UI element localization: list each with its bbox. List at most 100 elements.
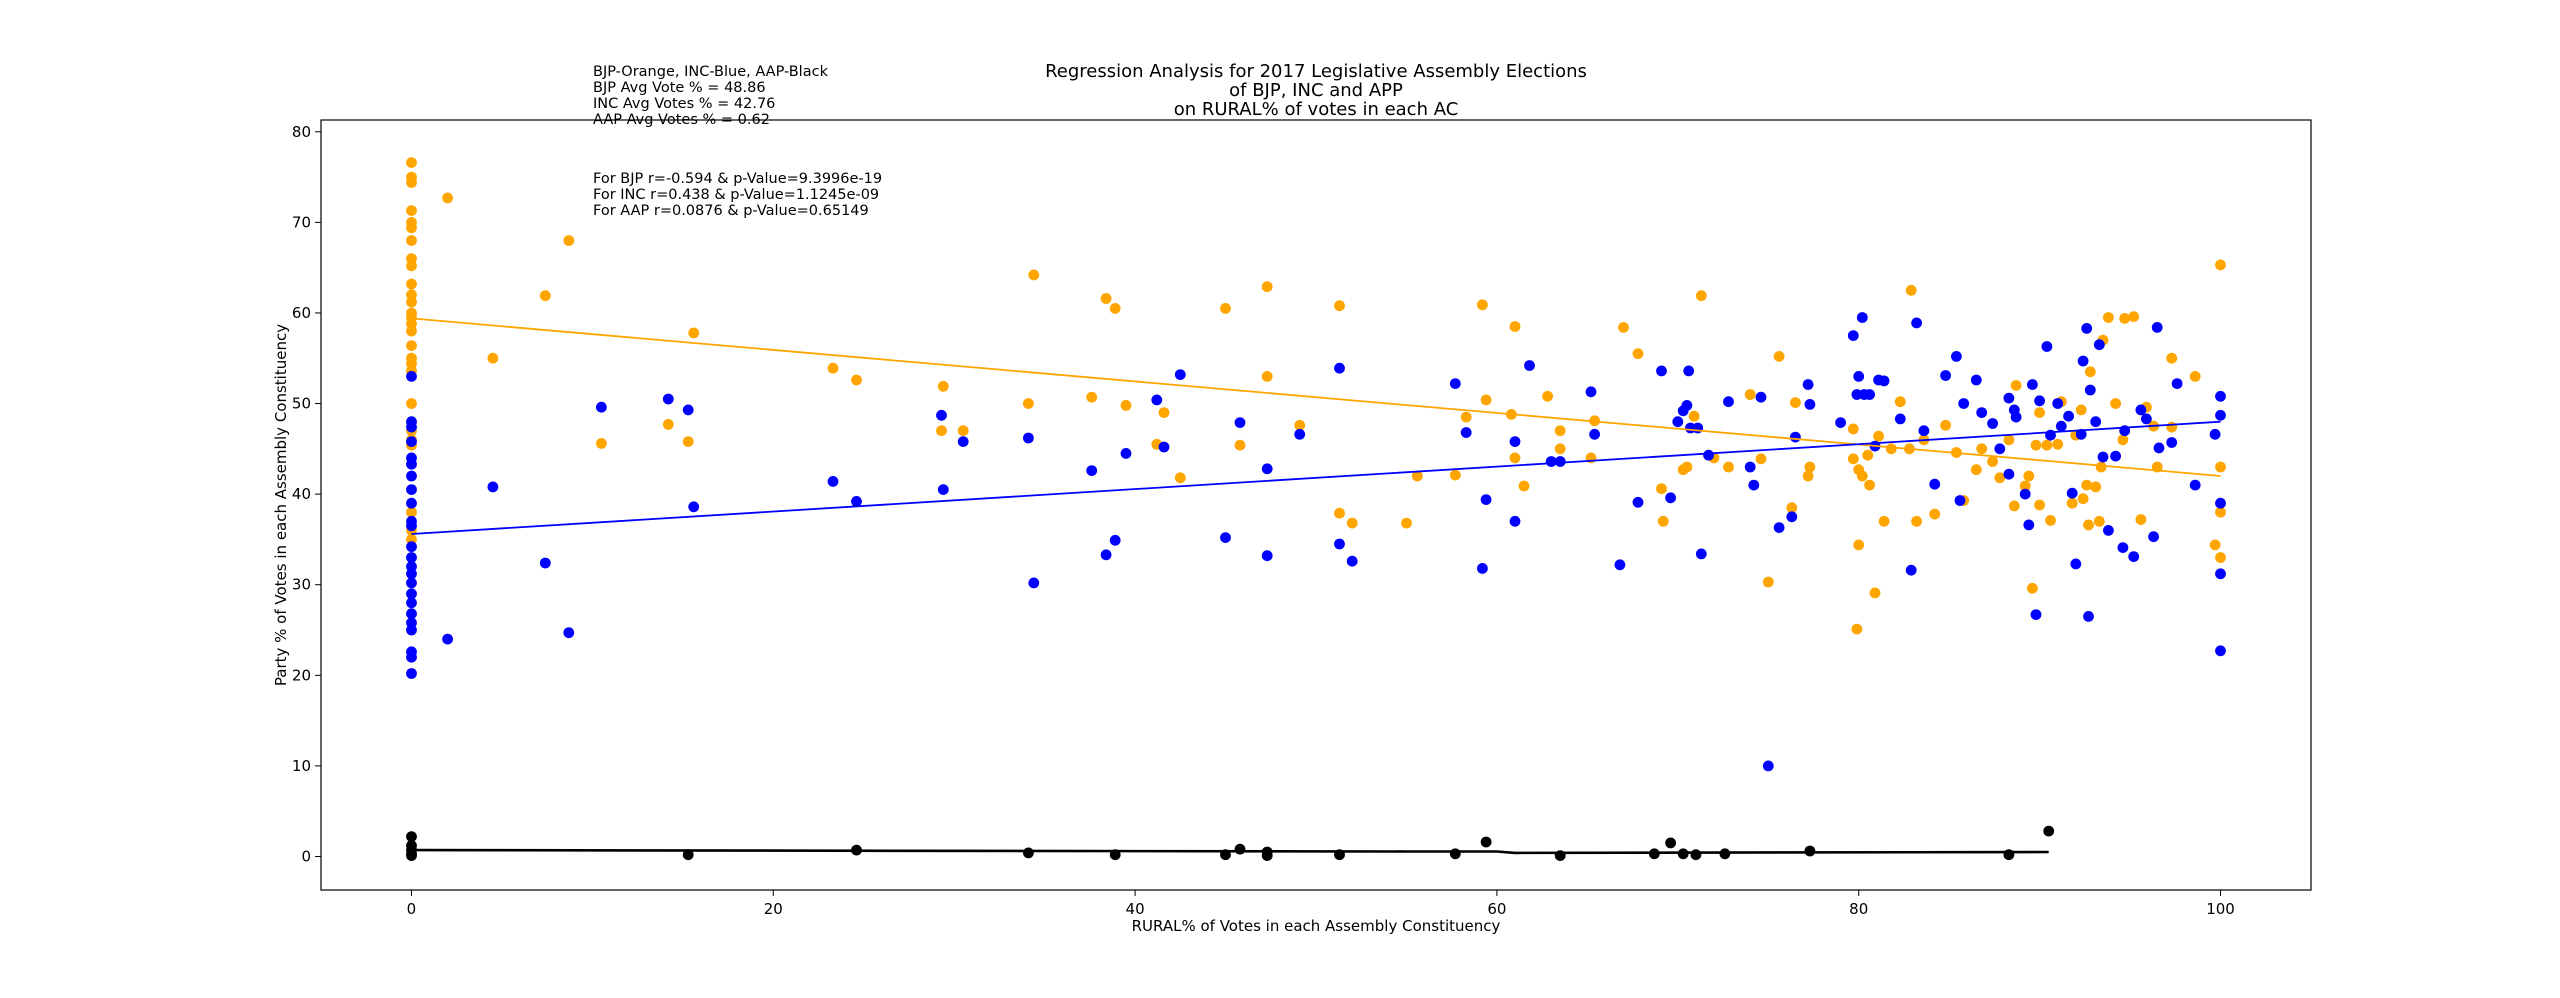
inc-point <box>1856 312 1868 323</box>
bjp-point <box>2030 439 2042 451</box>
bjp-point <box>1509 452 1521 464</box>
inc-point <box>2171 378 2183 389</box>
bjp-point <box>2095 461 2107 473</box>
inc-point <box>827 476 839 487</box>
inc-point <box>406 497 417 509</box>
bjp-point <box>442 192 453 204</box>
inc-point <box>2055 420 2067 432</box>
bjp-point <box>1864 479 1875 491</box>
inc-point <box>563 627 575 639</box>
inc-point <box>1509 515 1521 527</box>
inc-point <box>539 557 551 569</box>
bjp-point <box>406 296 417 308</box>
inc-point <box>1835 417 1846 428</box>
bjp-point <box>2077 493 2089 505</box>
inc-point <box>682 404 694 416</box>
inc-point <box>1951 351 1962 362</box>
y-tick-label: 40 <box>292 485 311 503</box>
bjp-point <box>2215 461 2226 473</box>
bjp-point <box>1695 290 1707 302</box>
bjp-point <box>1976 443 1988 455</box>
inc-point <box>1585 386 1597 398</box>
inc-point <box>2070 558 2082 570</box>
bjp-point <box>1688 410 1700 422</box>
inc-point <box>1723 396 1734 408</box>
bjp-point <box>2215 552 2226 563</box>
inc-point <box>406 624 417 636</box>
inc-point <box>406 597 417 609</box>
inc-point <box>2148 531 2160 543</box>
inc-point <box>2081 323 2093 334</box>
bjp-point <box>406 177 417 188</box>
bjp-point <box>1100 293 1112 304</box>
inc-point <box>406 470 417 482</box>
bjp-point <box>1804 461 1816 473</box>
inc-point <box>406 421 417 433</box>
bjp-point <box>1220 303 1231 314</box>
plot-frame <box>320 119 2312 891</box>
bjp-point <box>1411 470 1423 482</box>
inc-point <box>936 409 947 421</box>
x-tick-label: 20 <box>764 900 783 918</box>
bjp-point <box>1681 461 1693 473</box>
plot-area <box>406 157 2226 861</box>
inc-point <box>2209 428 2221 440</box>
bjp-point <box>1878 515 1890 527</box>
inc-point <box>1987 418 1998 429</box>
bjp-point <box>851 374 862 386</box>
bjp-point <box>2084 366 2096 378</box>
bjp-average-note: BJP Avg Vote % = 48.86 <box>593 80 766 96</box>
bjp-point <box>2135 514 2147 525</box>
inc-point <box>2128 551 2140 562</box>
aap-stats-note: For AAP r=0.0876 & p-Value=0.65149 <box>593 203 869 219</box>
bjp-point <box>688 327 700 339</box>
inc-point <box>2052 398 2064 409</box>
inc-point <box>406 668 417 679</box>
bjp-point <box>2189 371 2201 382</box>
inc-point <box>1346 555 1358 567</box>
inc-point <box>1174 369 1186 380</box>
bjp-point <box>2045 515 2056 526</box>
bjp-point <box>2083 519 2094 531</box>
inc-point <box>2041 341 2053 352</box>
bjp-point <box>406 325 417 337</box>
bjp-point <box>1174 472 1186 484</box>
bjp-point <box>1518 480 1530 492</box>
bjp-point <box>2166 421 2178 433</box>
inc-series <box>406 312 2226 772</box>
legend-annotation: BJP-Orange, INC-Blue, AAP-Black BJP Avg … <box>593 64 882 219</box>
inc-point <box>2093 339 2105 351</box>
bjp-point <box>2090 481 2102 493</box>
inc-point <box>1524 360 1535 371</box>
bjp-point <box>2209 539 2221 551</box>
bjp-point <box>1509 321 1521 332</box>
bjp-point <box>1656 483 1667 495</box>
bjp-point <box>1460 411 1472 423</box>
y-tick-label: 30 <box>292 576 311 594</box>
bjp-point <box>406 260 417 272</box>
inc-point <box>2151 322 2163 333</box>
y-tick-label: 50 <box>292 395 311 413</box>
inc-point <box>406 458 417 470</box>
inc-point <box>487 481 499 493</box>
inc-point <box>1804 399 1816 410</box>
bjp-point <box>2117 434 2129 446</box>
inc-point <box>1802 379 1814 390</box>
inc-point <box>1762 760 1774 772</box>
aap-regression-line <box>411 848 2049 855</box>
inc-point <box>1940 370 1951 381</box>
inc-point <box>2110 450 2122 462</box>
chart-title-line-3: on RURAL% of votes in each AC <box>1174 99 1459 120</box>
bjp-point <box>1346 517 1358 529</box>
inc-regression-line <box>411 420 2221 535</box>
bjp-point <box>1723 461 1734 473</box>
inc-point <box>1695 548 1707 560</box>
bjp-point <box>682 436 694 447</box>
bjp-point <box>2128 311 2140 322</box>
inc-point <box>1692 422 1704 434</box>
bjp-point <box>406 340 417 351</box>
bjp-point <box>1086 391 1098 403</box>
inc-point <box>1158 441 1170 453</box>
bjp-point <box>1885 443 1897 455</box>
bjp-point <box>1847 423 1859 435</box>
